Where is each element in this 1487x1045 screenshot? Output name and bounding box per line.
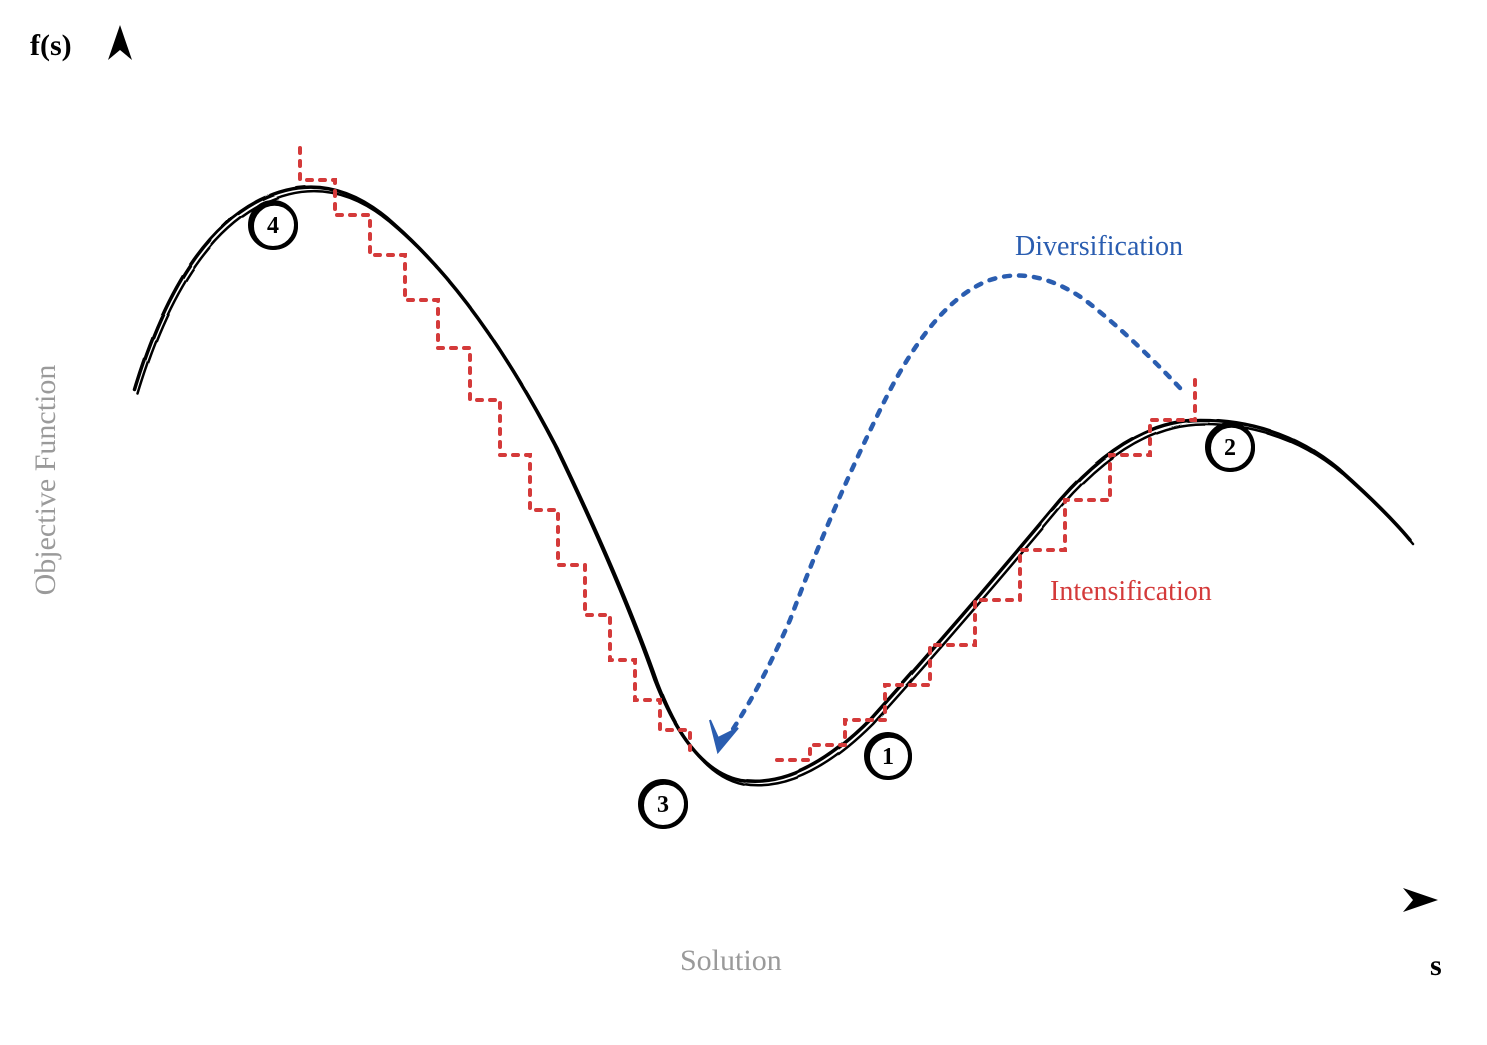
objective-curve-path-2 bbox=[138, 191, 1413, 785]
y-axis-label: Objective Function bbox=[29, 365, 62, 596]
node-number: 3 bbox=[657, 792, 669, 818]
node-2: 2 bbox=[1207, 424, 1254, 470]
nodes-group: 1 2 3 4 bbox=[250, 202, 1254, 827]
node-4: 4 bbox=[250, 202, 297, 248]
intensification-label: Intensification bbox=[1050, 576, 1212, 607]
node-number: 1 bbox=[882, 744, 894, 770]
objective-curve-path-1 bbox=[135, 187, 1410, 781]
x-axis-label: Solution bbox=[680, 944, 782, 977]
x-axis bbox=[120, 888, 1438, 912]
objective-curve bbox=[135, 187, 1413, 785]
node-3: 3 bbox=[640, 781, 687, 827]
diversification-group: Diversification bbox=[710, 231, 1183, 752]
x-axis-end-label: s bbox=[1430, 949, 1442, 982]
diversification-path bbox=[720, 276, 1180, 749]
node-number: 4 bbox=[267, 213, 279, 239]
intensification-path-left bbox=[300, 148, 690, 750]
diagram-canvas: f(s) s Solution Objective Function Inten… bbox=[0, 0, 1487, 1045]
node-number: 2 bbox=[1224, 435, 1236, 461]
diversification-label: Diversification bbox=[1015, 231, 1183, 262]
node-1: 1 bbox=[866, 734, 911, 778]
y-axis bbox=[108, 25, 132, 900]
y-axis-top-label: f(s) bbox=[30, 29, 72, 62]
